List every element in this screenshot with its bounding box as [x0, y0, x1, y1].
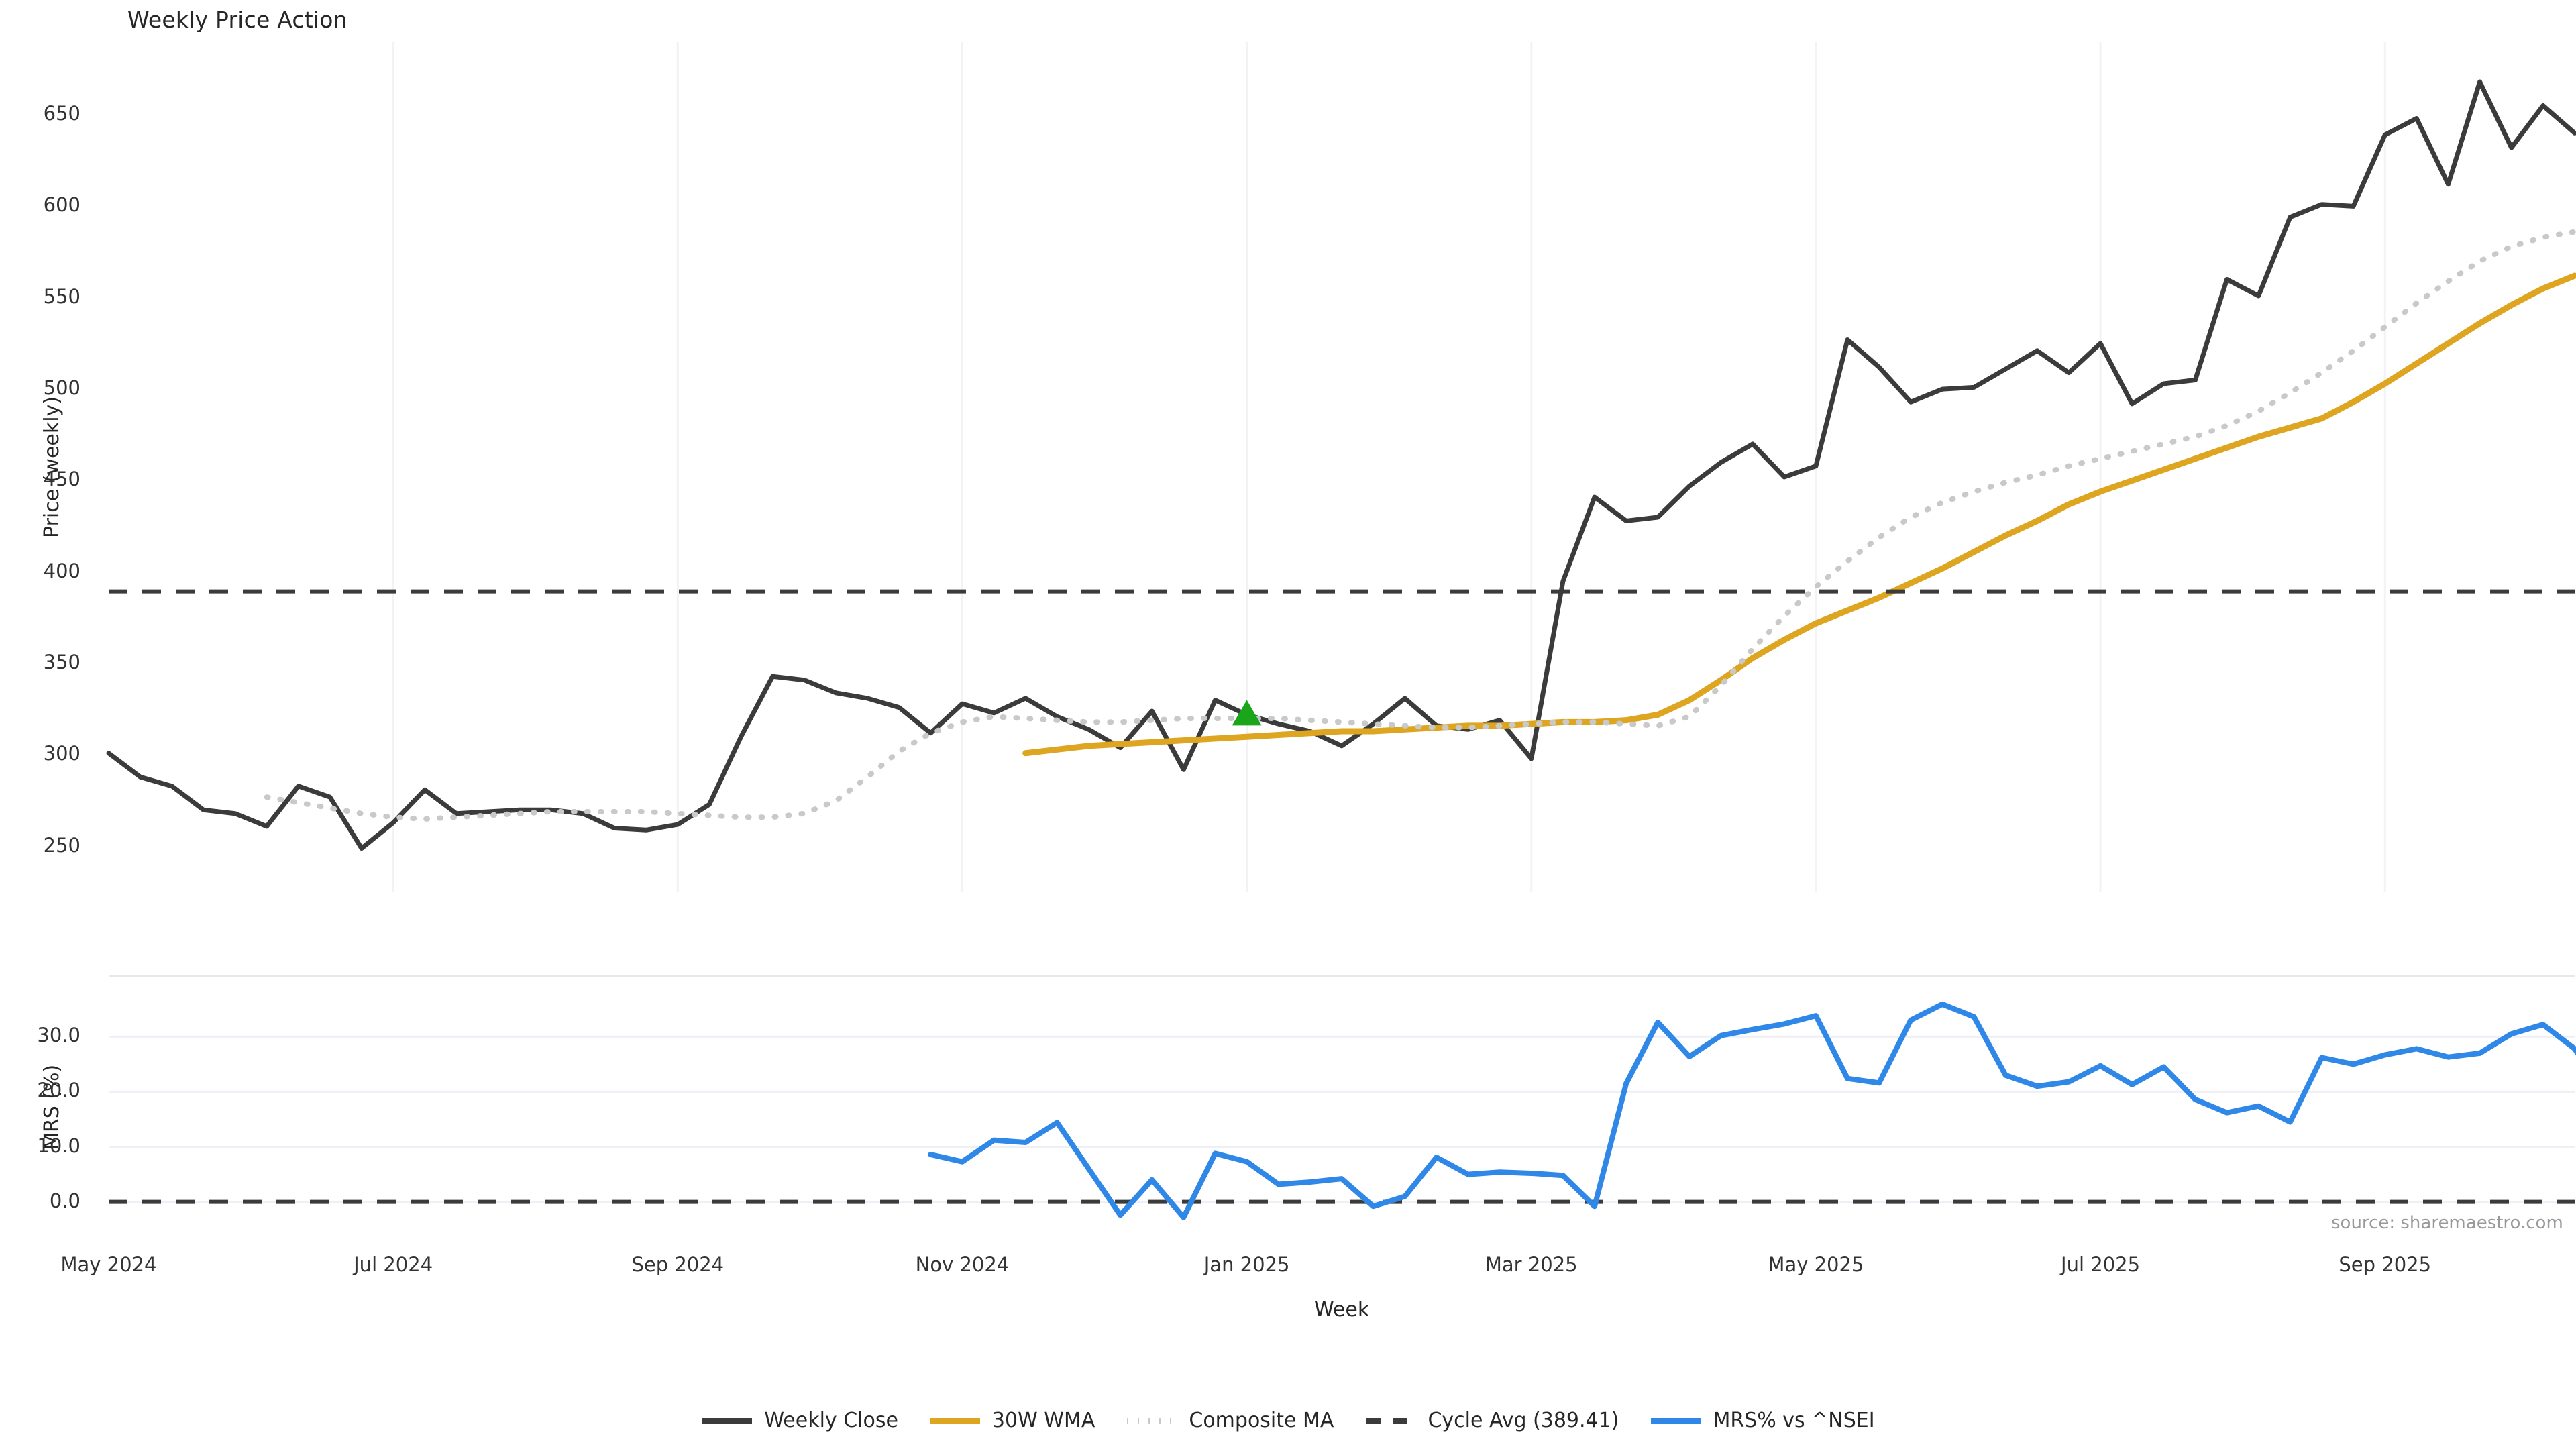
xtick-3: Nov 2024	[915, 1253, 1010, 1276]
price-ytick-450: 450	[43, 468, 80, 491]
marker-buy-signal	[1232, 700, 1262, 726]
legend-composite-ma-label: Composite MA	[1189, 1409, 1334, 1432]
x-axis-label: Week	[1314, 1298, 1370, 1322]
xtick-0: May 2024	[60, 1253, 157, 1276]
price-axis-label: Price (weekly)	[40, 396, 64, 538]
legend-cycle-avg-label: Cycle Avg (389.41)	[1428, 1409, 1619, 1432]
price-ytick-650: 650	[43, 102, 80, 125]
price-ytick-400: 400	[43, 559, 80, 582]
series-30w-wma	[1022, 272, 2576, 757]
legend-cycle-avg-swatch	[1366, 1417, 1416, 1424]
legend-weekly-close[interactable]: Weekly Close	[701, 1409, 898, 1432]
series-mrs	[928, 1001, 2576, 1220]
legend-30w-wma-swatch	[930, 1417, 980, 1424]
xtick-6: May 2025	[1768, 1253, 1864, 1276]
price-ytick-500: 500	[43, 376, 80, 400]
legend-weekly-close-label: Weekly Close	[764, 1409, 898, 1432]
series-composite-ma	[264, 229, 2576, 822]
legend-mrs[interactable]: MRS% vs ^NSEI	[1650, 1409, 1875, 1432]
price-ytick-550: 550	[43, 284, 80, 308]
chart-legend: Weekly Close 30W WMA Composite MA Cycle Avg…	[0, 1409, 2576, 1432]
legend-cycle-avg[interactable]: Cycle Avg (389.41)	[1364, 1409, 1619, 1432]
price-ytick-600: 600	[43, 193, 80, 217]
xtick-1: Jul 2024	[354, 1253, 433, 1276]
legend-composite-ma[interactable]: Composite MA	[1126, 1409, 1334, 1432]
xtick-2: Sep 2024	[631, 1253, 724, 1276]
xtick-8: Sep 2025	[2339, 1253, 2432, 1276]
legend-30w-wma-label: 30W WMA	[991, 1409, 1095, 1432]
xtick-5: Mar 2025	[1485, 1253, 1578, 1276]
price-ytick-300: 300	[43, 742, 80, 765]
mrs-ytick-20-0: 20.0	[37, 1079, 80, 1102]
chart-title: Weekly Price Action	[127, 7, 347, 33]
legend-30w-wma[interactable]: 30W WMA	[929, 1409, 1095, 1432]
legend-mrs-swatch	[1651, 1417, 1701, 1424]
legend-mrs-label: MRS% vs ^NSEI	[1713, 1409, 1875, 1432]
source-note: source: sharemaestro.com	[2331, 1213, 2563, 1233]
mrs-ytick-10-0: 10.0	[37, 1134, 80, 1157]
legend-weekly-close-swatch	[702, 1417, 753, 1424]
mrs-ytick-30-0: 30.0	[37, 1024, 80, 1047]
xtick-7: Jul 2025	[2061, 1253, 2141, 1276]
price-ytick-250: 250	[43, 833, 80, 857]
series-weekly-close	[106, 79, 2576, 851]
xtick-4: Jan 2025	[1203, 1253, 1290, 1276]
legend-composite-ma-swatch	[1127, 1417, 1177, 1424]
mrs-ytick-0-0: 0.0	[49, 1189, 80, 1212]
price-ytick-350: 350	[43, 651, 80, 674]
